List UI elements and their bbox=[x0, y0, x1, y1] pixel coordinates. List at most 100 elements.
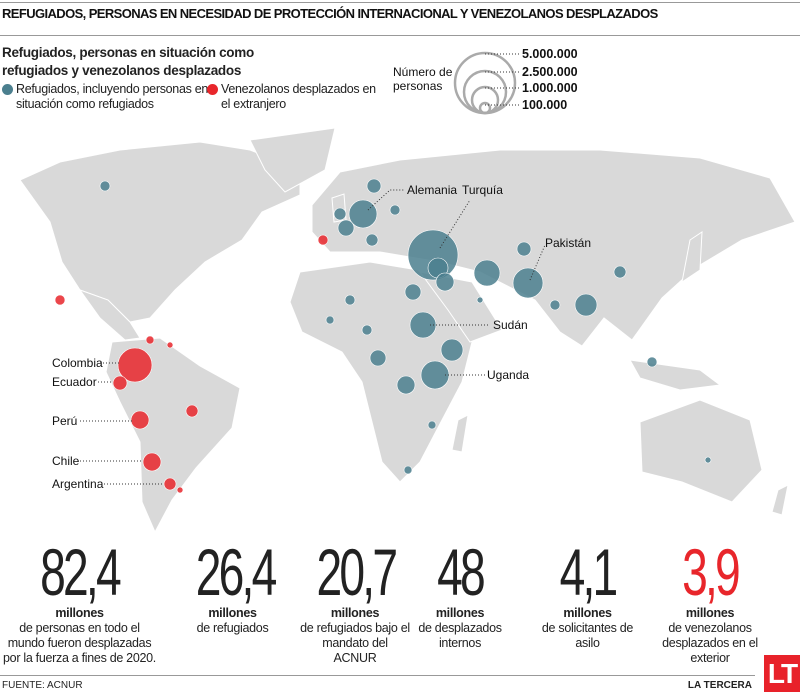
map-subtitle: Refugiados, personas en situación como r… bbox=[2, 45, 254, 78]
label-turquia: Turquía bbox=[462, 183, 503, 197]
bubbles bbox=[54, 178, 712, 494]
madagascar bbox=[451, 414, 469, 453]
page-title: REFUGIADOS, PERSONAS EN NECESIDAD DE PRO… bbox=[2, 6, 658, 21]
north-america bbox=[19, 141, 301, 323]
refugee-bubble bbox=[512, 267, 544, 299]
refugee-bubble bbox=[366, 178, 382, 194]
venezuelan-bubble bbox=[317, 234, 329, 246]
size-label-100k: 100.000 bbox=[522, 98, 567, 112]
size-label-1m: 1.000.000 bbox=[522, 81, 578, 95]
stat-unit: millones bbox=[330, 606, 380, 620]
stat-description: de solicitantes de asilo bbox=[541, 621, 634, 650]
label-sudan: Sudán bbox=[493, 318, 528, 332]
brand-logo: LT bbox=[764, 655, 800, 692]
refugee-bubble bbox=[440, 338, 464, 362]
stat-0: 82,4 millones de personas en todo el mundo… bbox=[2, 535, 157, 666]
venezuelan-bubble bbox=[130, 410, 150, 430]
stat-2: 20,7 millones de refugiados bajo el mandat… bbox=[300, 535, 410, 666]
refugee-bubble bbox=[549, 299, 561, 311]
refugee-bubble bbox=[409, 311, 437, 339]
label-pakistan: Pakistán bbox=[545, 236, 591, 250]
refugee-bubble bbox=[476, 296, 484, 304]
size-label-2-5m: 2.500.000 bbox=[522, 65, 578, 79]
stat-value: 82,4 bbox=[40, 535, 122, 609]
size-circle-2-5m bbox=[462, 69, 508, 115]
leader-lines bbox=[80, 189, 546, 485]
refugee-bubble bbox=[365, 233, 379, 247]
refugee-bubble bbox=[473, 259, 501, 287]
legend-refugees: Refugiados, incluyendo personas en situa… bbox=[2, 82, 216, 112]
refugee-bubble bbox=[646, 356, 658, 368]
venezuelan-bubble bbox=[166, 341, 174, 349]
size-label-5m: 5.000.000 bbox=[522, 47, 578, 61]
refugee-bubble bbox=[404, 283, 422, 301]
label-argentina: Argentina bbox=[52, 477, 104, 491]
stat-description: de desplazados internos bbox=[418, 621, 502, 650]
map-labels: Alemania Turquía Pakistán Sudán Uganda C… bbox=[52, 183, 591, 491]
stat-description: de refugiados bbox=[196, 621, 269, 635]
refugee-bubble bbox=[420, 360, 450, 390]
label-colombia: Colombia bbox=[52, 356, 103, 370]
refugee-bubble bbox=[403, 465, 413, 475]
south-america bbox=[105, 337, 241, 534]
refugee-bubble bbox=[99, 180, 111, 192]
venezuelan-bubble bbox=[145, 335, 155, 345]
stat-unit: millones bbox=[55, 606, 104, 620]
stat-4: 4,1 millones de solicitantes de asilo bbox=[535, 535, 640, 651]
refugee-bubble bbox=[574, 293, 598, 317]
refugee-bubble bbox=[396, 375, 416, 395]
refugee-bubble bbox=[369, 349, 387, 367]
size-legend-title-2: personas bbox=[393, 79, 442, 93]
stat-value: 4,1 bbox=[559, 535, 619, 609]
refugee-bubble bbox=[325, 315, 335, 325]
venezuelan-bubble bbox=[163, 477, 177, 491]
stat-description: de personas en todo el mundo fueron desp… bbox=[3, 621, 156, 665]
refugee-bubble bbox=[333, 207, 347, 221]
stat-unit: millones bbox=[685, 606, 735, 620]
red-dot-icon bbox=[207, 84, 218, 95]
refugee-bubble bbox=[348, 199, 378, 229]
indonesia bbox=[629, 359, 722, 391]
refugee-bubble bbox=[337, 219, 355, 237]
central-america bbox=[78, 288, 141, 341]
stat-description: de venezolanos desplazados en el exterio… bbox=[662, 621, 758, 665]
size-legend-title-1: Número de bbox=[393, 65, 453, 79]
label-peru: Perú bbox=[52, 414, 77, 428]
size-legend: Número de personas 5.000.000 2.500.000 1… bbox=[393, 47, 578, 115]
refugee-bubble bbox=[704, 456, 712, 464]
title-rule bbox=[0, 35, 800, 36]
top-rule bbox=[0, 2, 800, 3]
stat-value: 20,7 bbox=[316, 535, 399, 609]
stat-1: 26,4 millones de refugiados bbox=[180, 535, 285, 636]
land-masses bbox=[19, 127, 796, 534]
stat-value: 3,9 bbox=[682, 535, 741, 609]
label-chile: Chile bbox=[52, 454, 80, 468]
new-zealand bbox=[771, 484, 789, 516]
venezuelan-bubble bbox=[142, 452, 162, 472]
stat-value: 48 bbox=[437, 535, 486, 609]
teal-dot-icon bbox=[2, 84, 13, 95]
australia bbox=[639, 399, 763, 503]
refugee-bubble bbox=[516, 241, 532, 257]
refugee-bubble bbox=[427, 420, 437, 430]
greenland bbox=[249, 127, 336, 193]
refugee-bubble bbox=[344, 294, 356, 306]
size-circle-100k bbox=[478, 101, 492, 115]
stat-unit: millones bbox=[208, 606, 257, 620]
stat-5: 3,9 millones de venezolanos desplazados en… bbox=[655, 535, 765, 666]
legend-venezuelans-label: Venezolanos desplazados en el extranjero bbox=[221, 82, 376, 111]
stat-unit: millones bbox=[563, 606, 612, 620]
stat-description: de refugiados bajo el mandato del ACNUR bbox=[300, 621, 410, 665]
label-uganda: Uganda bbox=[487, 368, 529, 382]
label-ecuador: Ecuador bbox=[52, 375, 97, 389]
stat-value: 26,4 bbox=[195, 535, 278, 609]
brand-name: LA TERCERA bbox=[687, 680, 752, 691]
size-circle-1m bbox=[470, 85, 500, 115]
venezuelan-bubble bbox=[176, 486, 184, 494]
footer-rule bbox=[0, 675, 755, 676]
legend-refugees-label: Refugiados, incluyendo personas en situa… bbox=[16, 82, 209, 111]
venezuelan-bubble bbox=[185, 404, 199, 418]
refugee-bubble bbox=[389, 204, 401, 216]
